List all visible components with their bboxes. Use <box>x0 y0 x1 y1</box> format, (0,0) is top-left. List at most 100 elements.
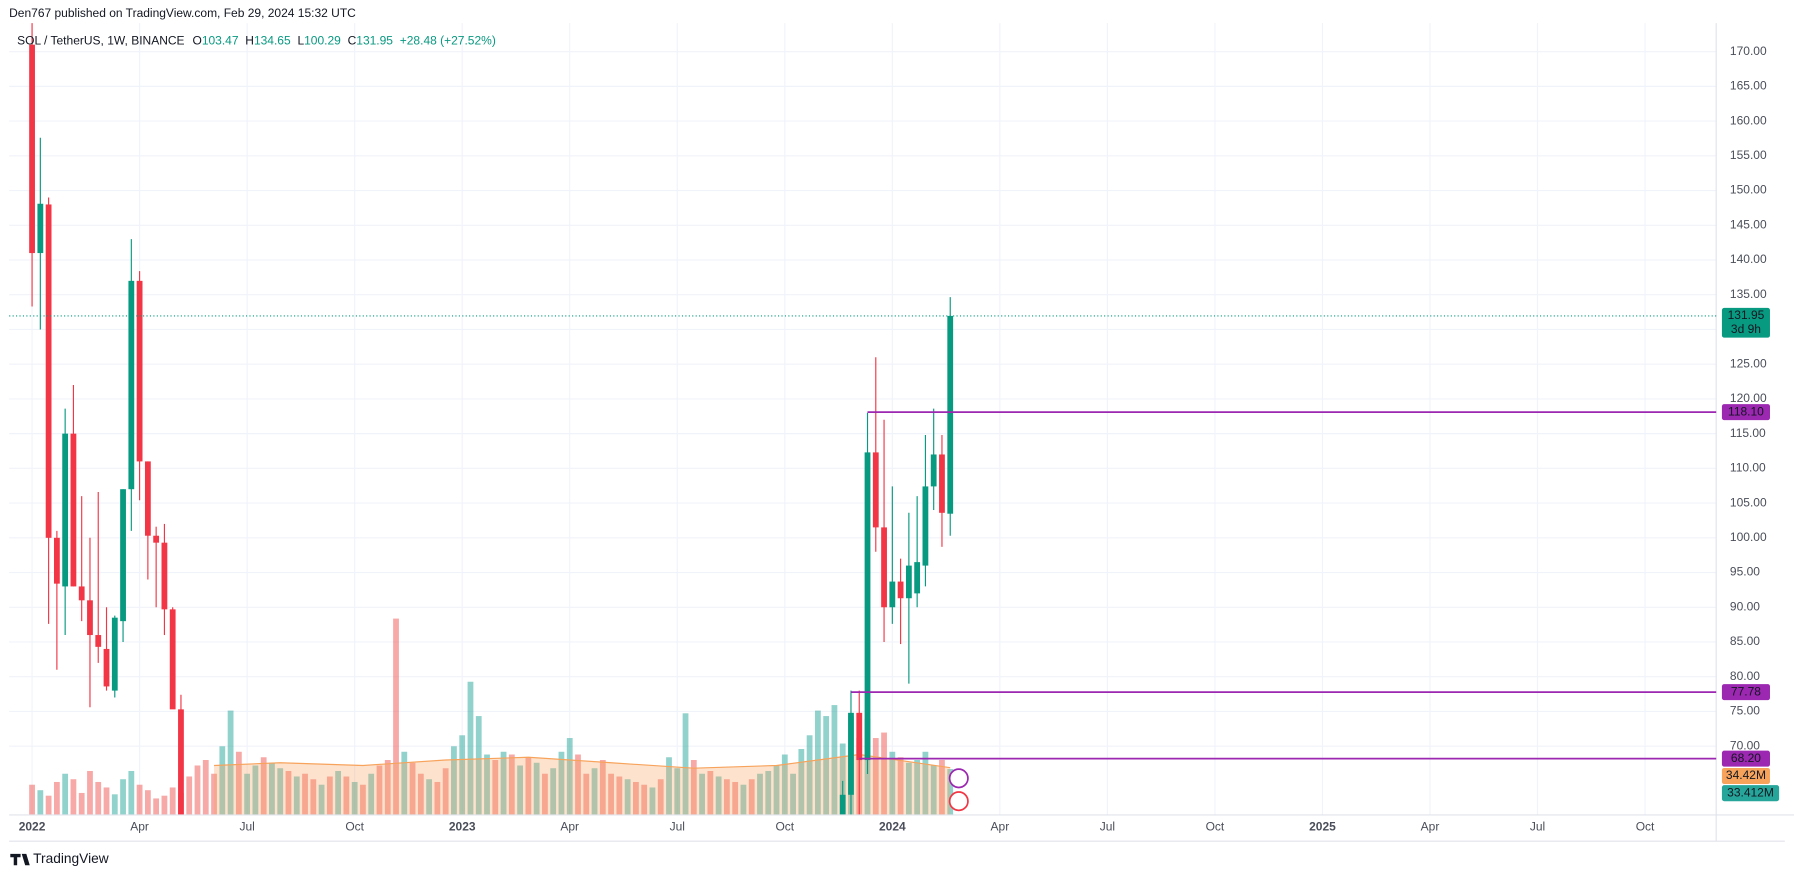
volume-bar <box>37 790 44 815</box>
y-tick-label: 150.00 <box>1730 183 1767 197</box>
volume-ma-box <box>1721 768 1770 785</box>
volume-bar <box>798 749 805 815</box>
volume-bar <box>78 792 85 815</box>
volume-bar <box>947 769 954 815</box>
volume-bar <box>889 751 896 815</box>
volume-bar <box>103 787 110 815</box>
y-tick-label: 135.00 <box>1730 287 1767 301</box>
volume-bar <box>409 762 416 815</box>
candle-body <box>864 452 871 761</box>
volume-bar <box>120 779 126 815</box>
volume-bar <box>558 751 565 815</box>
grid <box>9 23 1717 815</box>
volume-bar <box>699 773 705 815</box>
volume-bar <box>583 773 590 815</box>
y-tick-label: 70.00 <box>1730 738 1760 752</box>
x-tick-label: Jul <box>1530 820 1545 834</box>
y-tick-label: 155.00 <box>1730 148 1767 162</box>
volume-bar <box>451 746 457 815</box>
candle-body <box>120 489 126 622</box>
volume-bar <box>277 768 284 815</box>
volume-bar <box>533 762 540 815</box>
x-tick-label: 2023 <box>449 820 476 834</box>
price-label: 118.10 <box>1728 404 1764 418</box>
volume-bar <box>550 768 557 815</box>
candle-body <box>103 648 110 687</box>
volume-bar <box>335 770 342 815</box>
candle-body <box>161 542 168 610</box>
volume-bar <box>442 768 449 815</box>
volume-bar <box>269 762 275 815</box>
o-label: O <box>192 34 201 48</box>
volume-bar <box>500 751 507 815</box>
volume-bar <box>732 781 739 815</box>
candle-body <box>95 635 102 647</box>
y-tick-label: 85.00 <box>1730 634 1760 648</box>
candle-body <box>930 454 937 487</box>
volume-bar <box>62 773 69 815</box>
volume-bar <box>525 757 532 815</box>
volume-bar <box>202 760 209 815</box>
candle-body <box>939 454 945 513</box>
x-tick-label: Oct <box>345 820 364 834</box>
volume-bar <box>765 770 772 815</box>
volume-bar <box>881 732 887 815</box>
volume-bar <box>426 779 433 815</box>
volume-bar <box>781 754 788 815</box>
volume-bar <box>87 770 93 815</box>
volume-bar <box>53 781 60 815</box>
y-tick-label: 100.00 <box>1730 530 1767 544</box>
event-icon <box>948 791 969 812</box>
x-tick-label: Apr <box>130 820 149 834</box>
y-tick-label: 95.00 <box>1730 565 1760 579</box>
x-tick-label: Apr <box>1421 820 1440 834</box>
volume-bar <box>748 779 755 815</box>
price-label-box <box>1721 404 1770 421</box>
volume-bar <box>244 773 251 815</box>
volume-bar <box>434 781 441 815</box>
volume-bar <box>211 773 217 815</box>
volume-bar <box>393 618 399 815</box>
c-value: 131.95 <box>356 34 393 48</box>
candle-body <box>87 600 93 636</box>
candle-body <box>897 581 904 599</box>
x-tick-label: 2025 <box>1309 820 1336 834</box>
volume-bar <box>219 746 226 815</box>
y-tick-label: 120.00 <box>1730 391 1767 405</box>
candle-body <box>70 433 77 587</box>
x-tick-label: Apr <box>560 820 579 834</box>
y-tick-label: 140.00 <box>1730 252 1767 266</box>
volume-bar <box>723 779 730 815</box>
x-tick-label: 2022 <box>19 820 46 834</box>
volume-bar <box>773 765 780 815</box>
volume-bar <box>922 751 929 815</box>
countdown-label: 3d 9h <box>1731 322 1761 336</box>
price-label: 77.78 <box>1731 684 1761 698</box>
y-tick-label: 110.00 <box>1730 461 1766 475</box>
volume-bar <box>360 784 366 815</box>
candle-body <box>947 315 954 514</box>
l-value: 100.29 <box>304 34 341 48</box>
volume-bar <box>575 754 581 815</box>
candle-body <box>881 527 887 608</box>
x-tick-label: Apr <box>991 820 1010 834</box>
h-label: H <box>245 34 254 48</box>
h-value: 134.65 <box>254 34 291 48</box>
candle-body <box>889 581 896 608</box>
volume-bar <box>351 781 358 815</box>
x-tick-label: Jul <box>1100 820 1115 834</box>
plot-area <box>29 23 954 815</box>
volume-ma-label: 34.42M <box>1726 768 1766 782</box>
volume-bar <box>790 773 796 815</box>
volume-bar <box>45 795 52 815</box>
volume-bar <box>285 770 292 815</box>
volume-bar <box>566 738 573 815</box>
candle-body <box>29 44 35 254</box>
volume-bar <box>508 754 515 815</box>
volume-bar <box>682 713 689 815</box>
last-price-box <box>1721 307 1770 338</box>
candle-body <box>136 280 143 462</box>
price-label-box <box>1721 684 1770 701</box>
volume-bar <box>624 779 631 815</box>
y-tick-label: 125.00 <box>1730 356 1767 370</box>
